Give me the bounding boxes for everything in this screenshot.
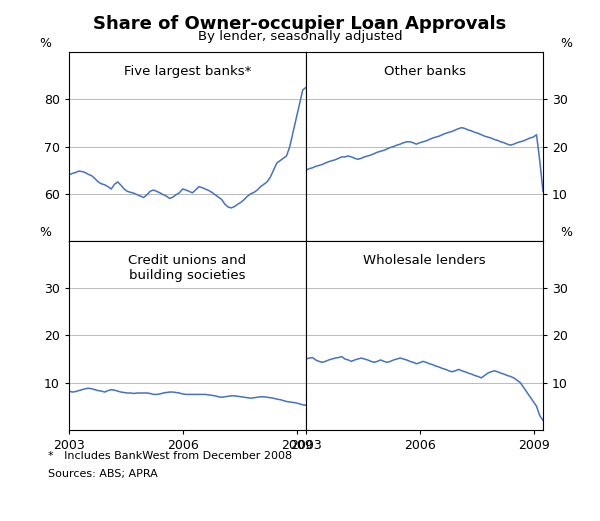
Text: *   Includes BankWest from December 2008: * Includes BankWest from December 2008 <box>48 451 292 461</box>
Text: Credit unions and
building societies: Credit unions and building societies <box>128 254 247 282</box>
Text: %: % <box>561 37 573 50</box>
Text: Sources: ABS; APRA: Sources: ABS; APRA <box>48 469 158 479</box>
Text: %: % <box>561 226 573 239</box>
Text: By lender, seasonally adjusted: By lender, seasonally adjusted <box>197 30 403 43</box>
Text: Share of Owner-occupier Loan Approvals: Share of Owner-occupier Loan Approvals <box>94 15 506 33</box>
Text: %: % <box>40 226 52 239</box>
Text: Wholesale lenders: Wholesale lenders <box>363 254 486 267</box>
Text: Other banks: Other banks <box>383 65 466 78</box>
Text: %: % <box>40 37 52 50</box>
Text: Five largest banks*: Five largest banks* <box>124 65 251 78</box>
